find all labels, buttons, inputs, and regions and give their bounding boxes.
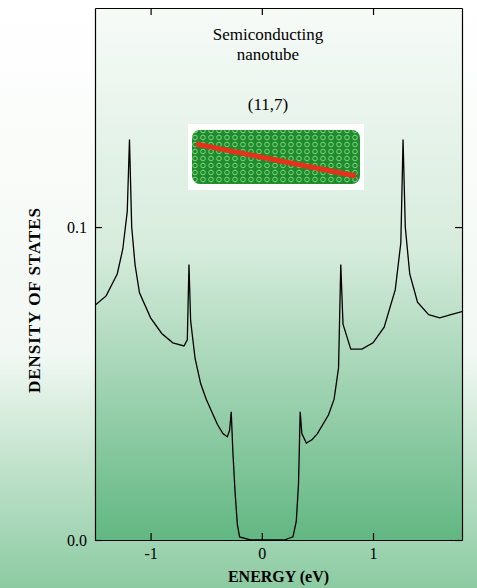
y-axis: 0.0 0.1	[67, 9, 102, 549]
x-axis-top	[96, 8, 463, 15]
tick-label: 1	[370, 545, 378, 562]
chart: Semiconductingnanotube (11,7) -1 0 1 0.0 0.1 EN…	[0, 0, 477, 588]
inset-frame	[188, 124, 364, 190]
nanotube-inset	[188, 124, 364, 190]
annotation: (11,7)	[248, 95, 288, 114]
plot-background	[95, 8, 462, 540]
tick-label: 0	[258, 545, 266, 562]
tick	[455, 540, 462, 541]
tick-mark	[455, 227, 462, 228]
tick-label: 0.0	[67, 532, 87, 549]
tick-mark	[262, 8, 263, 15]
tick: 0	[258, 533, 266, 562]
tick-mark	[373, 8, 374, 15]
tick-label: -1	[144, 545, 157, 562]
inset-chiral-line	[196, 144, 356, 176]
background	[0, 0, 477, 588]
title: Semiconductingnanotube	[213, 25, 324, 64]
dos-line	[95, 139, 462, 540]
tick	[455, 227, 462, 228]
axis-line	[96, 540, 463, 541]
tick-mark	[262, 533, 263, 540]
tick-mark	[151, 533, 152, 540]
tick	[373, 8, 374, 15]
tick: 1	[370, 533, 378, 562]
x-axis-title: ENERGY (eV)	[228, 568, 329, 586]
tick: 0.1	[67, 219, 102, 236]
y-axis-right	[455, 9, 463, 541]
tick-label: 0.1	[67, 219, 87, 236]
tick-mark	[95, 227, 102, 228]
tick	[262, 8, 263, 15]
y-axis-title: DENSITY OF STATES	[25, 207, 44, 393]
tick-mark	[373, 533, 374, 540]
x-axis: -1 0 1	[96, 533, 463, 562]
lines	[95, 139, 462, 540]
tick	[151, 8, 152, 15]
tick-mark	[151, 8, 152, 15]
plot: Semiconductingnanotube (11,7) -1 0 1 0.0 0.1 EN…	[25, 8, 463, 586]
axis-line	[462, 9, 463, 541]
inset-tube	[192, 130, 360, 184]
tick: 0.0	[67, 532, 102, 549]
axis-line	[95, 9, 96, 541]
tick: -1	[144, 533, 157, 562]
tick-mark	[455, 540, 462, 541]
tick-mark	[95, 540, 102, 541]
